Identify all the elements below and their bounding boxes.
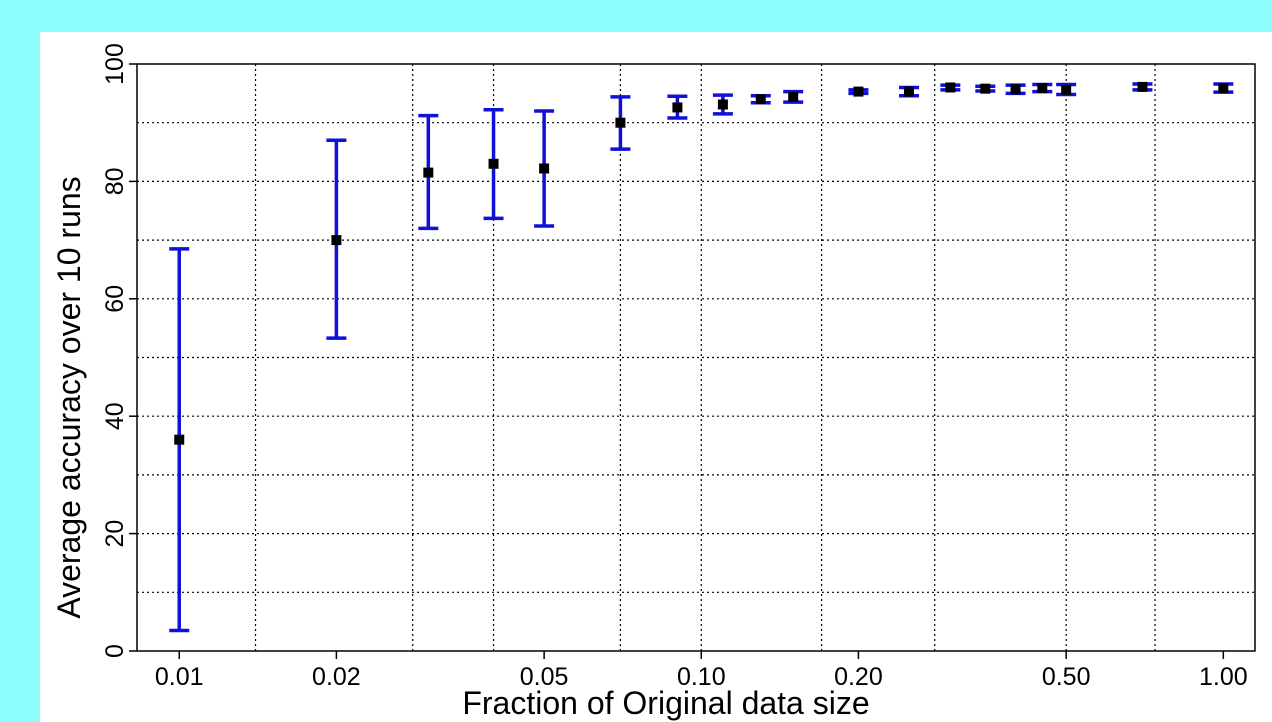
horizontal-gridlines	[137, 122, 1255, 593]
vertical-gridlines	[254, 64, 1156, 651]
data-point	[1061, 84, 1072, 95]
x-axis: 0.01 0.02 0.05 0.10 0.20 0.50 1.00	[155, 651, 1248, 691]
x-tick-label: 0.20	[834, 663, 883, 691]
x-tick-label: 0.05	[520, 663, 569, 691]
x-axis-title: Fraction of Original data size	[462, 685, 869, 721]
data-point	[904, 86, 915, 97]
data-point	[615, 117, 626, 128]
data-point	[945, 82, 956, 93]
y-axis: 0 20 40 60 80 100	[101, 43, 137, 658]
data-point	[423, 167, 434, 178]
x-tick-label: 0.10	[677, 663, 726, 691]
x-tick-label: 0.50	[1042, 663, 1091, 691]
data-point	[755, 94, 766, 105]
y-tick-label: 40	[101, 402, 129, 430]
plot-area-border	[136, 63, 1256, 652]
data-point	[980, 83, 991, 94]
data-point	[1137, 81, 1148, 92]
data-markers	[174, 81, 1229, 445]
y-tick-label: 60	[101, 285, 129, 313]
data-point	[539, 163, 550, 174]
y-tick-label: 100	[101, 43, 129, 85]
data-point	[331, 235, 342, 246]
data-point	[1037, 83, 1048, 94]
y-tick-label: 0	[101, 644, 129, 658]
y-tick-label: 80	[101, 167, 129, 195]
data-point	[1010, 84, 1021, 95]
y-tick-label: 20	[101, 520, 129, 548]
data-point	[717, 99, 728, 110]
data-point	[488, 158, 499, 169]
data-point	[672, 102, 683, 113]
x-tick-label: 1.00	[1199, 663, 1248, 691]
data-point	[1218, 83, 1229, 94]
data-point	[853, 86, 864, 97]
data-point	[174, 434, 185, 445]
x-tick-label: 0.01	[155, 663, 204, 691]
y-axis-title: Average accuracy over 10 runs	[51, 176, 87, 618]
x-tick-label: 0.02	[312, 663, 361, 691]
chart: 0.01 0.02 0.05 0.10 0.20 0.50 1.00 0 20 40 60 80 10…	[51, 43, 1256, 721]
plot-panel: 0.01 0.02 0.05 0.10 0.20 0.50 1.00 0 20 40 60 80 10…	[40, 32, 1272, 722]
data-point	[788, 91, 799, 102]
